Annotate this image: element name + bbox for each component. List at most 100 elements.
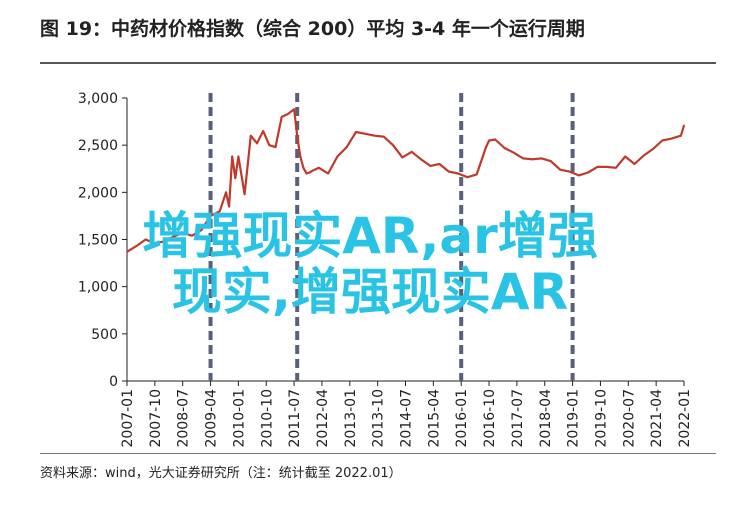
data-point	[559, 168, 562, 171]
data-point	[327, 172, 329, 175]
data-point	[494, 138, 497, 141]
data-point	[299, 155, 302, 158]
data-point	[466, 176, 469, 179]
data-point	[401, 156, 404, 159]
data-point	[262, 130, 265, 132]
data-point	[605, 166, 608, 168]
data-point	[308, 171, 311, 174]
x-tick-label: 2007-10	[148, 389, 164, 448]
data-point	[144, 238, 147, 241]
data-point	[522, 157, 524, 160]
data-point	[225, 191, 227, 194]
data-point	[311, 169, 314, 172]
y-tick-label: 2,000	[78, 185, 118, 201]
y-tick-label: 0	[109, 374, 118, 390]
data-point	[680, 134, 682, 137]
data-point	[364, 132, 367, 135]
data-point	[670, 137, 673, 140]
data-point	[191, 234, 193, 237]
y-tick-label: 1,500	[78, 233, 118, 249]
data-point	[410, 150, 413, 153]
x-axis: 2007-01 2007-10 2008-07 2009-04 2010-01 2010-…	[120, 380, 693, 448]
data-point	[661, 139, 664, 142]
data-point	[382, 135, 385, 138]
data-point	[231, 155, 234, 158]
data-point	[642, 154, 645, 157]
x-tick-label: 2017-07	[510, 389, 526, 448]
data-point	[355, 131, 357, 133]
x-tick-label: 2012-04	[315, 389, 331, 448]
data-point	[652, 148, 654, 150]
x-tick-label: 2014-07	[399, 389, 415, 448]
data-point	[256, 142, 258, 145]
data-point	[280, 116, 283, 118]
data-point	[135, 245, 138, 248]
series-group	[126, 108, 686, 253]
x-tick-label: 2010-10	[259, 389, 275, 448]
x-tick-label: 2021-04	[649, 389, 665, 448]
y-tick-label: 2,500	[78, 138, 118, 154]
data-point	[475, 173, 478, 176]
data-point	[234, 177, 237, 180]
data-point	[568, 170, 571, 173]
data-point	[126, 250, 128, 253]
x-tick-label: 2007-01	[120, 389, 136, 448]
data-point	[587, 171, 589, 174]
data-point	[429, 165, 432, 167]
data-point	[318, 166, 320, 169]
y-tick-label: 1,000	[78, 280, 118, 296]
source-note: 资料来源：wind，光大证券研究所（注：统计截至 2022.01）	[40, 466, 402, 481]
y-axis: 0 500 1,000 1,500 2,000 2,500 3,000	[78, 91, 128, 390]
data-point	[392, 144, 394, 147]
data-point	[305, 172, 308, 175]
x-tick-label: 2016-10	[482, 389, 498, 448]
x-tick-label: 2019-10	[593, 389, 609, 448]
data-point	[293, 108, 295, 111]
x-tick-label: 2020-07	[621, 389, 637, 448]
data-point	[274, 146, 277, 149]
data-point	[447, 170, 450, 173]
data-point	[488, 139, 490, 142]
x-tick-label: 2010-01	[231, 389, 247, 448]
data-point	[163, 240, 166, 243]
data-point	[577, 174, 580, 177]
data-point	[373, 134, 376, 137]
data-point	[531, 158, 534, 161]
x-tick-label: 2009-04	[204, 389, 220, 448]
data-point	[624, 155, 627, 158]
data-point	[153, 242, 156, 245]
chart-title: 图 19：中药材价格指数（综合 200）平均 3-4 年一个运行周期	[40, 18, 585, 40]
data-point	[633, 163, 636, 165]
data-point	[596, 166, 599, 168]
data-point	[209, 215, 212, 217]
data-point	[287, 113, 289, 115]
data-point	[237, 155, 240, 158]
data-point	[683, 124, 685, 127]
y-tick-label: 500	[91, 327, 118, 343]
data-point	[345, 146, 348, 149]
y-tick-label: 3,000	[78, 91, 118, 107]
data-point	[503, 147, 506, 149]
data-point	[172, 235, 175, 238]
x-tick-label: 2013-01	[343, 389, 359, 448]
x-tick-label: 2022-01	[677, 389, 693, 448]
x-tick-label: 2011-07	[287, 389, 303, 448]
data-point	[336, 155, 339, 158]
bottom-rule	[40, 453, 716, 454]
top-rule	[40, 62, 716, 64]
data-point	[302, 166, 305, 169]
data-point	[438, 163, 441, 165]
data-point	[249, 134, 252, 137]
data-point	[296, 134, 299, 137]
x-tick-label: 2013-10	[371, 389, 387, 448]
data-point	[615, 166, 617, 169]
data-point	[218, 210, 221, 213]
x-tick-label: 2019-01	[566, 389, 582, 448]
data-point	[540, 157, 543, 160]
data-point	[457, 172, 459, 175]
x-tick-label: 2018-04	[538, 389, 554, 448]
data-point	[200, 229, 203, 232]
data-point	[268, 144, 271, 147]
data-point	[228, 205, 231, 208]
